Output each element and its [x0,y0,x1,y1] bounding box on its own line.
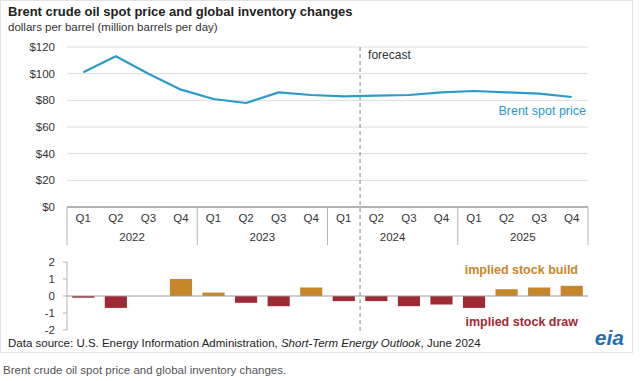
annotation: implied stock draw [465,315,578,329]
bar [333,296,355,301]
annotation: forecast [368,48,411,62]
line-series [83,56,571,103]
x-tick-label: Q3 [401,212,416,224]
bar [268,296,290,306]
x-tick-label: Q4 [564,212,580,224]
y-tick-label: $80 [36,94,55,106]
group-separator [67,207,68,245]
bar [300,288,322,297]
bar [430,296,452,305]
y-tick-label: 2 [49,256,55,268]
source-part: Data source: U.S. Energy Information Adm… [8,337,281,349]
group-label: 2022 [119,231,145,243]
group-separator [457,207,458,245]
bar [170,279,192,296]
x-tick-label: Q3 [531,212,546,224]
y-tick [63,279,67,280]
series-label: Brent spot price [498,104,586,118]
group-separator [327,207,328,245]
x-tick-label: Q2 [369,212,384,224]
bar [496,289,518,296]
bar [202,293,224,296]
bar [365,296,387,301]
plot-area [72,279,583,308]
x-tick-label: Q1 [336,212,351,224]
group-separator [197,207,198,245]
source-part: Short-Term Energy Outlook [281,337,422,349]
grid-line [67,127,588,128]
x-tick-label: Q1 [206,212,221,224]
y-tick-label: $20 [36,174,55,186]
x-tick-label: Q2 [238,212,253,224]
x-tick-label: Q2 [108,212,123,224]
chart-root: Brent crude oil spot price and global in… [0,0,640,381]
bar [528,288,550,297]
grid-line [67,153,588,154]
grid-line [67,180,588,181]
y-tick-label: $0 [42,201,55,213]
x-tick-label: Q4 [173,212,189,224]
logo: eia [595,326,625,349]
source-part: , June 2024 [421,337,482,349]
y-tick-label: 0 [49,290,55,302]
x-tick-label: Q4 [434,212,450,224]
x-tick-label: Q1 [466,212,481,224]
x-tick-label: Q2 [499,212,514,224]
bar [105,296,127,308]
y-tick [63,296,67,297]
caption: Brent crude oil spot price and global in… [3,364,286,376]
grid-line [67,47,588,48]
source: Data source: U.S. Energy Information Adm… [8,337,481,349]
y-tick [63,330,67,331]
grid-line [67,73,588,74]
group-label: 2025 [510,231,536,243]
forecast-divider [360,47,361,334]
bar [398,296,420,306]
y-tick [63,313,67,314]
x-tick-label: Q4 [304,212,320,224]
y-tick-label: $120 [29,41,55,53]
x-tick-label: Q3 [271,212,286,224]
y-tick [63,262,67,263]
y-tick-label: $40 [36,148,55,160]
frame [1,1,633,353]
group-label: 2024 [380,231,406,243]
y-tick-label: 1 [49,273,55,285]
group-separator [588,207,589,245]
x-tick-label: Q1 [76,212,91,224]
y-tick-label: $100 [29,68,55,80]
bar [561,286,583,296]
background [0,0,640,381]
annotation: implied stock build [465,263,578,277]
y-tick-label: -2 [45,324,55,336]
group-label: 2023 [250,231,276,243]
subtitle: dollars per barrel (million barrels per … [8,21,218,33]
bar [463,296,485,308]
title: Brent crude oil spot price and global in… [8,4,353,19]
x-tick-label: Q3 [141,212,156,224]
bar [235,296,257,303]
grid-line [67,100,588,101]
plot-area [83,56,571,103]
y-tick-label: $60 [36,121,55,133]
zero-line [67,296,588,297]
y-tick-label: -1 [45,307,55,319]
